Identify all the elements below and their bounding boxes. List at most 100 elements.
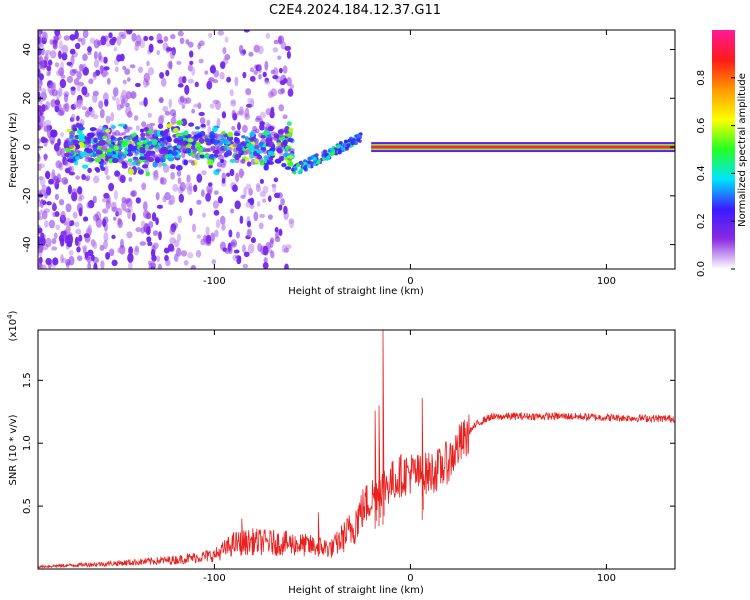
spectrogram-pixel [133,247,140,256]
spectrogram-y-label: Frequency (Hz) [8,112,19,188]
spectrogram-pixel [121,131,126,136]
spectrogram-pixel [282,139,288,146]
spectrogram-pixel [66,158,74,163]
spectrogram-pixel [331,150,336,155]
spectrogram-pixel [140,132,146,138]
y-tick-label: 1.5 [22,372,33,388]
spectrogram-pixel [213,139,219,146]
spectrogram-pixel [176,170,182,177]
spectrogram-pixel [253,211,259,222]
spectrogram-pixel [343,143,348,148]
spectrogram-pixel [60,210,66,221]
spectrogram-pixel [112,95,117,101]
spectrogram-pixel [61,176,68,185]
spectrogram-pixel [39,177,46,187]
spectrogram-pixel [105,115,111,124]
spectrogram-pixel [44,220,49,228]
y-tick-label: 0.5 [22,498,33,514]
spectrogram-pixel [103,71,109,76]
spectrogram-pixel [157,123,164,129]
spectrogram-pixel [212,126,218,133]
spectrogram-pixel [103,232,109,242]
spectrogram-pixel [228,245,233,255]
spectrogram-pixel [67,143,75,150]
spectrogram-pixel [249,131,255,138]
spectrogram-pixel [293,167,298,171]
spectrogram-pixel [126,135,133,140]
spectrogram-pixel [254,158,259,163]
spectrogram-pixel [249,204,255,210]
spectrogram-pixel [92,241,98,250]
spectrogram-pixel [340,147,345,151]
spectrogram-pixel [197,102,202,110]
spectrogram-pixel [272,185,277,193]
spectrogram-pixel [88,106,93,112]
spectrogram-pixel [210,64,216,71]
spectrogram-pixel [216,168,222,172]
spectrogram-pixel [289,220,294,229]
spectrogram-pixel [220,158,225,164]
spectrogram-pixel [303,159,307,163]
spectrogram-pixel [284,166,292,170]
spectrogram-pixel [168,200,173,206]
spectrogram-pixel [117,247,122,254]
spectrogram-pixel [307,156,312,161]
spectrogram-pixel [71,188,78,198]
spectrogram-pixel [155,192,160,201]
spectrogram-pixel [151,260,156,268]
spectrogram-pixel [157,263,163,269]
spectrogram-pixel [336,145,341,149]
spectrogram-pixel [107,151,113,156]
spectrogram-pixel [175,164,183,171]
spectrogram-plot: -100 0 100 -40 -20 0 20 40 Height of straight l… [8,29,676,297]
spectrogram-pixel [147,241,153,247]
spectrogram-pixel [116,54,122,62]
spectrogram-pixel [147,67,154,76]
spectrogram-pixel [52,178,58,186]
spectrogram-pixel [76,70,82,80]
spectrogram-pixel [209,155,215,159]
spectrogram-pixel [149,122,156,127]
spectrogram-pixel [85,155,90,160]
spectrogram-pixel [235,149,243,154]
spectrogram-pixel [52,211,57,217]
spectrogram-pixel [126,231,133,239]
spectrogram-pixel [253,69,259,75]
spectrogram-pixel [77,255,83,262]
spectrogram-pixel [263,164,269,171]
spectrogram-pixel [55,160,62,169]
spectrogram-pixel [103,66,110,71]
spectrogram-pixel [143,35,149,42]
spectrogram-pixel [141,182,147,191]
spectrogram-pixel [185,182,191,191]
spectrogram-pixel [122,79,127,85]
spectrogram-pixel [94,157,101,163]
spectrogram-pixel [221,111,227,119]
spectrogram-pixel [258,63,263,74]
spectrogram-pixel [231,125,236,131]
spectrogram-pixel [194,126,201,130]
spectrogram-pixel [106,133,112,140]
spectrogram-pixel [270,88,277,97]
spectrogram-pixel [135,34,142,45]
spectrogram-pixel [118,145,123,151]
spectrogram-pixel [112,216,117,221]
spectrogram-pixel [256,154,263,160]
spectrogram-pixel [45,257,52,266]
spectrogram-pixel [133,115,139,121]
spectrogram-pixel [137,66,144,74]
spectrogram-pixel [120,238,124,249]
spectrogram-pixel [86,201,92,209]
spectrogram-pixel [200,189,205,197]
spectrogram-pixel [103,92,109,102]
spectrogram-pixel [131,32,137,42]
spectrogram-pixel [161,150,167,156]
spectrogram-pixel [195,141,201,148]
spectrogram-pixel [54,62,60,68]
spectrogram-pixel [38,36,41,45]
figure-title: C2E4.2024.184.12.37.G11 [269,3,441,18]
spectrogram-pixel [99,244,105,251]
spectrogram-pixel [277,129,285,135]
spectrogram-pixel [205,192,212,202]
spectrogram-pixel [127,252,134,263]
